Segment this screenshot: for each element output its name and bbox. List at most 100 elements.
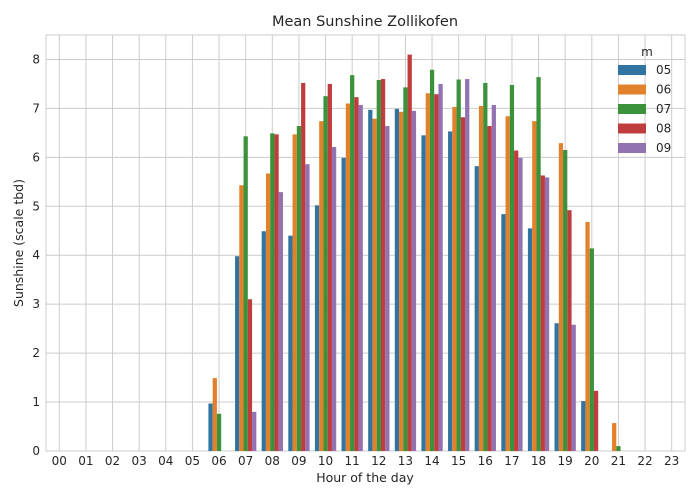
bar-06-21 — [612, 423, 617, 451]
bar-09-17 — [518, 157, 523, 451]
bar-07-06 — [216, 413, 222, 451]
legend-swatch-08 — [618, 123, 646, 134]
bar-08-14 — [434, 94, 439, 452]
y-tick-label: 6 — [32, 150, 40, 164]
chart-title: Mean Sunshine Zollikofen — [272, 14, 458, 30]
bar-08-07 — [247, 299, 253, 451]
plot-area — [45, 34, 686, 452]
bars — [208, 54, 621, 452]
bar-05-11 — [341, 157, 346, 451]
bar-06-18 — [532, 121, 537, 451]
bar-09-19 — [571, 324, 576, 451]
bar-08-17 — [514, 150, 519, 452]
y-tick-label: 3 — [32, 297, 40, 311]
bar-09-18 — [544, 177, 550, 451]
x-tick-label: 00 — [52, 454, 67, 468]
x-tick-labels: 00 01 02 03 04 05 06 07 08 09 10 11 12 13 14 15 16 17 18 19… — [52, 454, 680, 468]
bar-07-17 — [509, 84, 515, 452]
x-tick-label: 15 — [451, 454, 466, 468]
bar-05-17 — [501, 214, 506, 451]
legend-label-07: 07 — [656, 102, 671, 116]
bar-06-16 — [478, 105, 484, 451]
x-tick-label: 18 — [531, 454, 546, 468]
legend-swatch-05 — [618, 65, 646, 75]
bar-09-12 — [385, 126, 390, 452]
bar-06-07 — [239, 185, 244, 452]
bar-09-11 — [358, 104, 363, 451]
y-tick-label: 2 — [32, 346, 40, 360]
x-tick-label: 03 — [132, 454, 147, 468]
bar-07-08 — [270, 133, 275, 451]
x-tick-label: 17 — [504, 454, 519, 468]
bar-05-16 — [474, 166, 479, 451]
x-tick-label: 09 — [291, 454, 306, 468]
bar-08-18 — [540, 175, 545, 451]
legend: m 05 06 07 08 09 — [618, 45, 671, 155]
bar-06-08 — [265, 173, 271, 451]
bar-07-18 — [536, 77, 541, 451]
bar-07-09 — [296, 126, 302, 452]
y-tick-label: 1 — [32, 395, 40, 409]
bar-07-20 — [589, 248, 594, 451]
bar-07-21 — [616, 446, 621, 451]
x-axis-label: Hour of the day — [316, 470, 414, 485]
x-tick-label: 05 — [185, 454, 200, 468]
bar-05-10 — [314, 205, 320, 451]
bar-08-09 — [301, 82, 306, 452]
x-tick-label: 14 — [424, 454, 439, 468]
x-tick-label: 04 — [158, 454, 173, 468]
bar-05-18 — [527, 228, 533, 451]
x-tick-label: 22 — [637, 454, 652, 468]
bar-09-10 — [331, 147, 337, 451]
y-tick-label: 4 — [32, 248, 40, 262]
bar-08-10 — [327, 83, 332, 452]
x-tick-label: 10 — [318, 454, 333, 468]
bar-09-09 — [305, 164, 310, 451]
bar-06-11 — [345, 103, 351, 452]
y-tick-labels: 0 1 2 3 4 5 6 7 8 — [32, 52, 40, 458]
bar-07-16 — [483, 82, 488, 452]
bar-08-08 — [274, 134, 279, 451]
bar-09-14 — [438, 83, 443, 452]
bar-07-12 — [376, 80, 381, 451]
bar-09-13 — [411, 110, 417, 451]
bar-07-07 — [243, 136, 248, 452]
bar-08-11 — [354, 97, 359, 451]
bar-07-11 — [350, 75, 355, 451]
x-tick-label: 21 — [611, 454, 626, 468]
bar-08-12 — [380, 79, 386, 451]
x-tick-label: 13 — [398, 454, 413, 468]
legend-swatch-09 — [618, 143, 646, 153]
bar-06-15 — [452, 106, 457, 451]
bar-09-15 — [465, 79, 470, 451]
bar-06-20 — [585, 221, 590, 451]
x-tick-label: 20 — [584, 454, 599, 468]
bar-06-09 — [292, 134, 297, 451]
legend-label-06: 06 — [656, 83, 671, 97]
x-tick-label: 07 — [238, 454, 253, 468]
legend-label-08: 08 — [656, 122, 671, 136]
bar-08-16 — [487, 126, 492, 452]
bar-07-13 — [403, 87, 408, 451]
bar-05-20 — [581, 401, 586, 451]
bar-08-19 — [567, 210, 572, 451]
x-tick-label: 06 — [211, 454, 226, 468]
bar-05-14 — [421, 135, 426, 451]
x-tick-label: 19 — [558, 454, 573, 468]
y-tick-label: 5 — [32, 199, 40, 213]
y-tick-label: 7 — [32, 101, 40, 115]
bar-07-14 — [429, 69, 435, 452]
bar-06-06 — [212, 378, 217, 451]
y-tick-label: 0 — [32, 444, 40, 458]
bar-09-07 — [252, 411, 257, 451]
x-tick-label: 23 — [664, 454, 679, 468]
legend-swatch-07 — [618, 104, 646, 114]
bar-08-15 — [460, 117, 466, 451]
x-tick-label: 01 — [78, 454, 93, 468]
bar-07-19 — [563, 150, 568, 451]
legend-label-05: 05 — [656, 63, 671, 77]
bar-05-15 — [448, 131, 453, 451]
bar-08-13 — [407, 54, 412, 451]
bar-06-14 — [425, 93, 430, 452]
